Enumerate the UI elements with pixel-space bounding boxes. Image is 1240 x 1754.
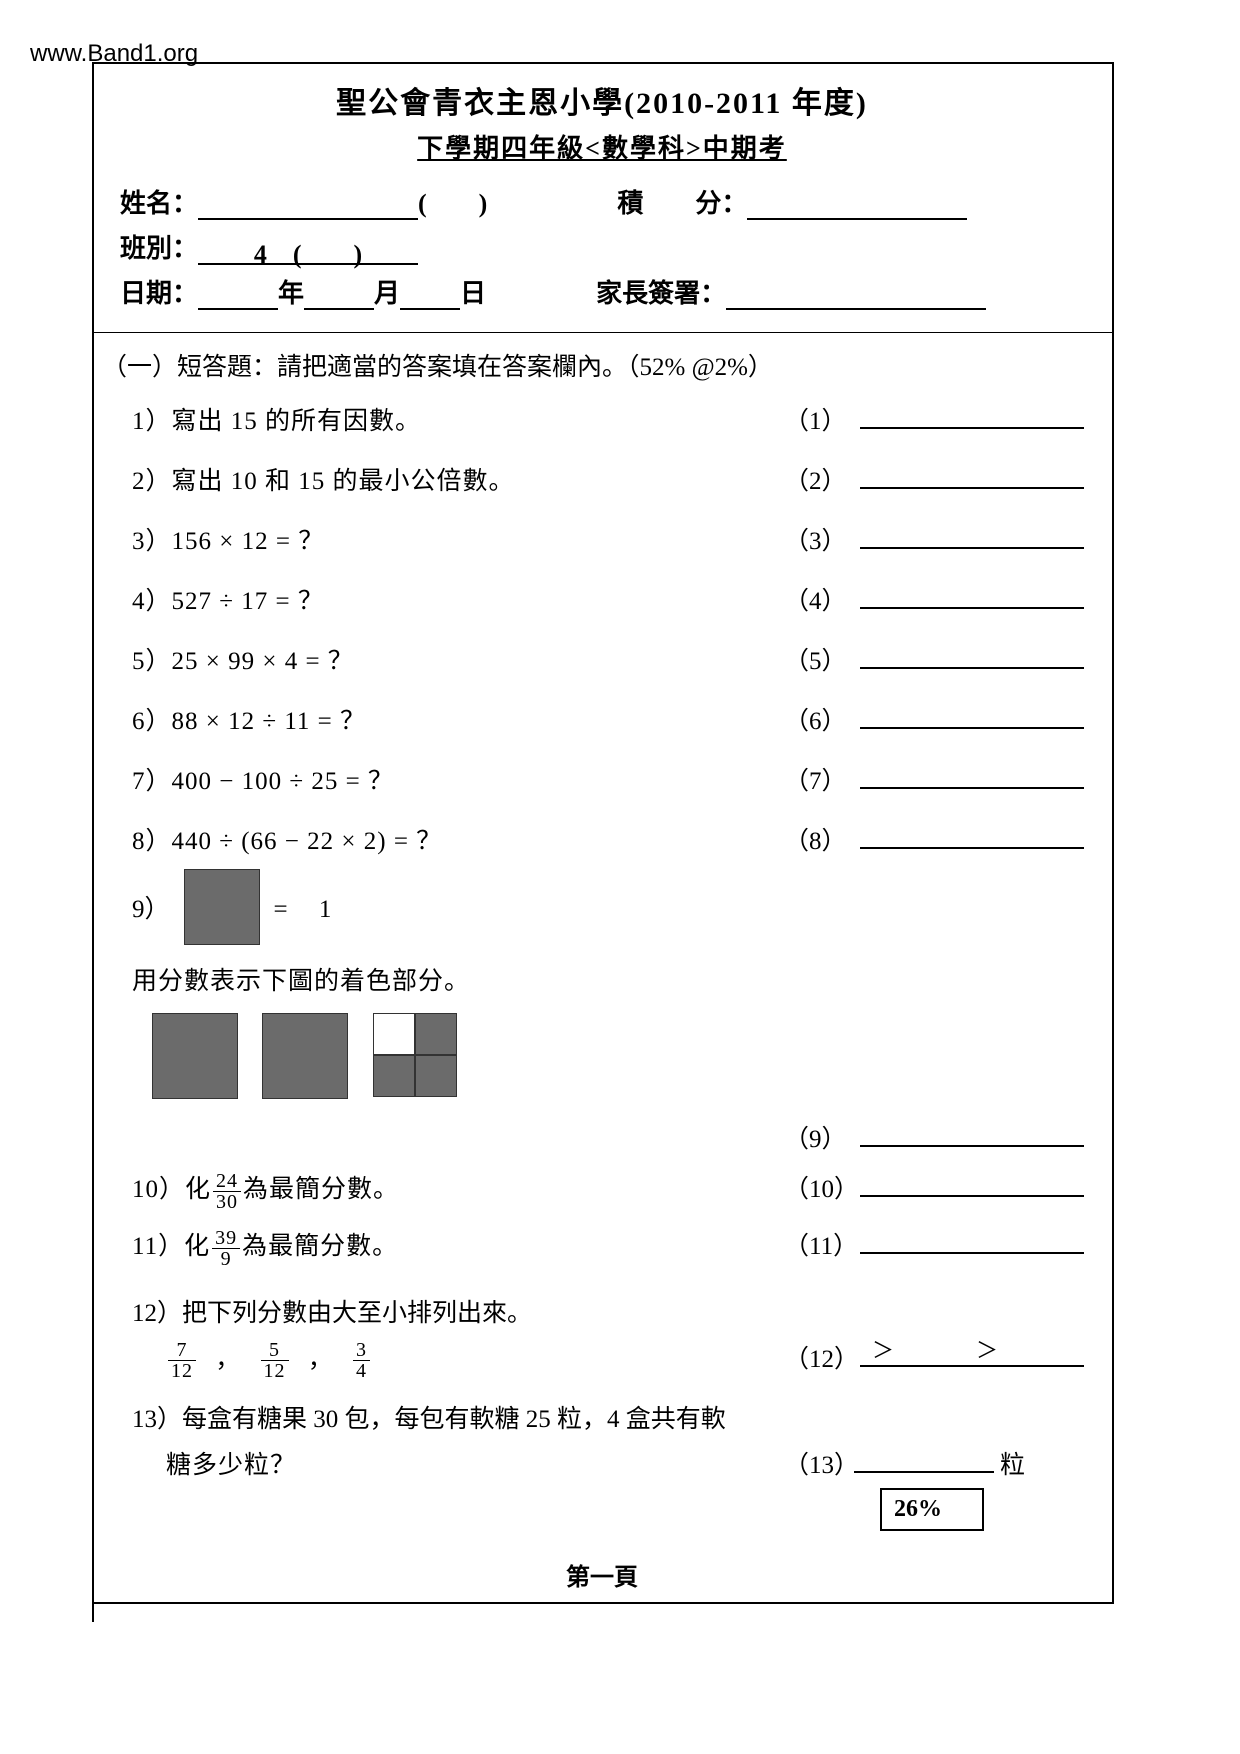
questions-body: （一）短答題：請把適當的答案填在答案欄內。（52% @2%） 1）寫出 15 的… — [92, 347, 1112, 1551]
name-blank[interactable] — [198, 189, 418, 220]
a13-num: （13） — [784, 1445, 854, 1481]
q13-line1: 13）每盒有糖果 30 包，每包有軟糖 25 粒，4 盒共有軟 — [132, 1399, 1084, 1435]
a2-blank[interactable] — [860, 462, 1084, 489]
date-day-unit: 日 — [460, 273, 486, 310]
score-blank[interactable] — [747, 189, 967, 220]
q3-text: 3）156 × 12 = ？ — [132, 521, 784, 557]
score-box: 26% — [880, 1488, 984, 1531]
class-label: 班別： — [120, 228, 198, 265]
a5-num: （5） — [784, 641, 854, 677]
q9-block: 9） = 1 用分數表示下圖的着色部分。 — [132, 869, 1084, 1099]
a6-num: （6） — [784, 701, 854, 737]
q13-line2: 糖多少粒？ — [132, 1445, 784, 1481]
q9-eq-rhs: = 1 — [274, 889, 332, 925]
a6-blank[interactable] — [860, 702, 1084, 729]
date-label: 日期： — [120, 273, 198, 310]
date-month-blank[interactable] — [304, 279, 374, 310]
q7-text: 7）400 − 100 ÷ 25 = ？ — [132, 761, 784, 797]
name-paren: ( ) — [418, 183, 487, 220]
student-info-block: 姓名： ( ) 積 分： 班別： 4 ( ) 日期： 年 月 日 家 — [92, 183, 1112, 326]
a11-num: （11） — [784, 1226, 854, 1262]
a4-num: （4） — [784, 581, 854, 617]
q9-caption: 用分數表示下圖的着色部分。 — [132, 961, 1084, 997]
a8-blank[interactable] — [860, 822, 1084, 849]
class-blank[interactable]: 4 ( ) — [198, 234, 418, 265]
q4-text: 4）527 ÷ 17 = ？ — [132, 581, 784, 617]
a1-blank[interactable] — [860, 402, 1084, 429]
a1-num: （1） — [784, 401, 854, 437]
a12-num: （12） — [784, 1339, 854, 1375]
q8-text: 8）440 ÷ (66 − 22 × 2) = ？ — [132, 821, 784, 857]
q9-fig3 — [373, 1013, 457, 1097]
a9-blank[interactable] — [860, 1120, 1084, 1147]
date-month-unit: 月 — [374, 273, 400, 310]
name-label: 姓名： — [120, 183, 198, 220]
score-label: 積 分： — [617, 183, 747, 220]
exam-frame: 聖公會青衣主恩小學(2010-2011 年度) 下學期四年級<數學科>中期考 姓… — [92, 62, 1114, 1604]
school-title: 聖公會青衣主恩小學(2010-2011 年度) — [92, 78, 1112, 122]
a5-blank[interactable] — [860, 642, 1084, 669]
a9-num: （9） — [784, 1119, 854, 1155]
a7-blank[interactable] — [860, 762, 1084, 789]
a7-num: （7） — [784, 761, 854, 797]
sign-label: 家長簽署： — [596, 273, 726, 310]
a13-blank[interactable] — [854, 1446, 994, 1473]
date-year-blank[interactable] — [198, 279, 278, 310]
q12-title: 12）把下列分數由大至小排列出來。 — [132, 1293, 1084, 1329]
page-footer: 第一頁 — [92, 1551, 1112, 1602]
q2-text: 2）寫出 10 和 15 的最小公倍數。 — [132, 461, 784, 497]
a10-blank[interactable] — [860, 1170, 1084, 1197]
exam-subtitle: 下學期四年級<數學科>中期考 — [417, 128, 787, 165]
q5-text: 5）25 × 99 × 4 = ？ — [132, 641, 784, 677]
q11-text: 11）化399為最簡分數。 — [132, 1226, 784, 1269]
q12-fractions: 712 ， 512 ， 34 — [132, 1339, 784, 1382]
date-year-unit: 年 — [278, 273, 304, 310]
header-divider — [92, 332, 1112, 333]
a3-num: （3） — [784, 521, 854, 557]
q6-text: 6）88 × 12 ÷ 11 = ？ — [132, 701, 784, 737]
date-day-blank[interactable] — [400, 279, 460, 310]
a8-num: （8） — [784, 821, 854, 857]
section1-title: （一）短答題：請把適當的答案填在答案欄內。（52% @2%） — [102, 347, 1084, 383]
q9-unit-square — [184, 869, 260, 945]
a10-num: （10） — [784, 1169, 854, 1205]
a12-blank[interactable]: ＞ ＞ — [860, 1340, 1084, 1367]
q10-text: 10）化2430為最簡分數。 — [132, 1169, 784, 1212]
a2-num: （2） — [784, 461, 854, 497]
q9-num: 9） — [132, 889, 170, 925]
a11-blank[interactable] — [860, 1227, 1084, 1254]
q9-fig1 — [152, 1013, 238, 1099]
a12-arrows: ＞ ＞ — [872, 1333, 1028, 1365]
a13-unit: 粒 — [1000, 1445, 1025, 1481]
q9-fig2 — [262, 1013, 348, 1099]
a3-blank[interactable] — [860, 522, 1084, 549]
sign-blank[interactable] — [726, 279, 986, 310]
a4-blank[interactable] — [860, 582, 1084, 609]
q1-text: 1）寫出 15 的所有因數。 — [132, 401, 784, 437]
